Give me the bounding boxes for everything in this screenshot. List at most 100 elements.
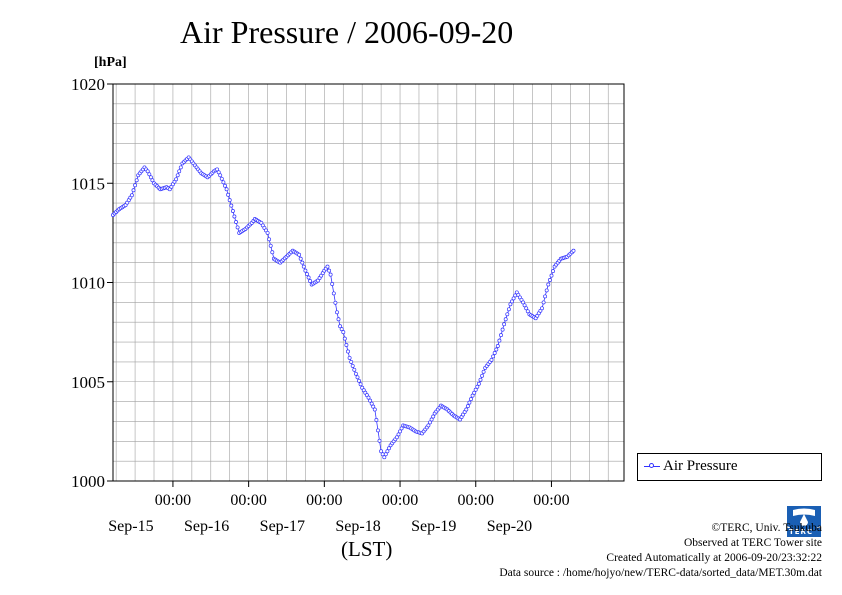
- data-point: [223, 183, 227, 188]
- data-point: [224, 187, 229, 192]
- data-point: [303, 268, 308, 273]
- data-point: [306, 275, 311, 280]
- data-point: [499, 333, 503, 338]
- data-point: [333, 300, 338, 305]
- data-point: [270, 250, 275, 255]
- data-point: [470, 393, 475, 398]
- data-point: [131, 188, 136, 193]
- data-point: [368, 398, 373, 403]
- data-point: [218, 173, 223, 178]
- data-point: [469, 397, 473, 402]
- x-tick-time-label: 00:00: [382, 492, 418, 509]
- x-tick-time-label: 00:00: [306, 492, 342, 509]
- y-tick-label: 1005: [71, 373, 105, 392]
- legend-swatch: [644, 463, 660, 468]
- data-point: [134, 178, 139, 183]
- data-point: [147, 172, 152, 177]
- data-point: [357, 378, 361, 383]
- data-point: [394, 435, 399, 440]
- data-point: [543, 294, 548, 299]
- data-point: [521, 300, 526, 305]
- data-point: [267, 237, 272, 242]
- credits: ©TERC, Univ. Tsukuba Observed at TERC To…: [499, 521, 822, 581]
- x-tick-date-label: Sep-15: [108, 518, 153, 535]
- x-tick-date-label: Sep-17: [260, 518, 305, 535]
- legend-label: Air Pressure: [663, 458, 738, 474]
- data-point: [372, 407, 377, 412]
- data-point: [369, 401, 374, 406]
- credit-copyright: ©TERC, Univ. Tsukuba: [711, 522, 822, 534]
- data-point: [353, 371, 358, 376]
- data-point: [473, 387, 478, 392]
- data-point: [491, 354, 496, 359]
- data-point: [382, 455, 387, 460]
- data-point: [265, 230, 270, 235]
- data-point: [301, 264, 306, 269]
- data-point: [480, 373, 485, 378]
- data-point: [383, 452, 388, 457]
- data-point: [366, 395, 371, 400]
- data-point: [492, 351, 497, 355]
- data-point: [547, 278, 552, 282]
- data-point: [478, 377, 483, 382]
- data-point: [352, 367, 357, 372]
- data-point: [511, 296, 516, 301]
- data-point: [298, 256, 303, 261]
- data-point: [475, 384, 480, 389]
- data-point: [328, 272, 333, 277]
- data-point: [495, 344, 500, 348]
- y-tick-label: 1010: [71, 274, 105, 293]
- data-point: [506, 307, 511, 312]
- data-point: [376, 428, 380, 433]
- data-point: [232, 214, 237, 219]
- data-point: [215, 167, 220, 172]
- credit-created: Created Automatically at 2006-09-20/23:3…: [606, 552, 822, 564]
- y-tick-label: 1000: [71, 472, 105, 491]
- data-point: [327, 268, 332, 273]
- y-tick-label: 1020: [71, 75, 105, 94]
- y-axis-unit: [hPa]: [94, 55, 127, 70]
- data-point: [503, 317, 508, 322]
- data-point: [464, 407, 469, 412]
- data-point: [399, 426, 404, 431]
- data-point: [339, 327, 344, 332]
- data-point: [344, 343, 349, 347]
- x-tick-time-label: 00:00: [155, 492, 191, 509]
- data-point: [379, 449, 384, 454]
- x-tick-time-label: 00:00: [458, 492, 494, 509]
- data-point: [338, 324, 343, 329]
- data-point: [525, 309, 530, 314]
- data-point: [268, 243, 273, 248]
- data-point: [150, 178, 155, 183]
- data-point: [341, 330, 346, 335]
- credit-observed: Observed at TERC Tower site: [683, 537, 822, 549]
- data-point: [522, 303, 527, 308]
- data-point: [227, 198, 232, 203]
- data-point: [429, 417, 434, 422]
- data-point: [396, 432, 401, 437]
- data-point: [235, 225, 240, 230]
- data-point: [428, 420, 432, 425]
- data-point: [350, 363, 355, 368]
- data-point: [346, 349, 350, 354]
- data-point: [387, 446, 391, 451]
- chart-title: Air Pressure / 2006-09-20: [180, 14, 514, 50]
- data-point: [549, 273, 554, 278]
- data-point: [178, 165, 183, 170]
- data-point: [133, 183, 138, 188]
- data-point: [177, 169, 182, 174]
- data-point: [502, 322, 507, 327]
- data-point: [129, 193, 134, 198]
- data-point: [467, 400, 472, 405]
- data-point: [546, 282, 551, 287]
- data-point: [472, 390, 477, 395]
- data-point: [489, 357, 494, 362]
- data-point: [508, 302, 513, 307]
- x-tick-date-label: Sep-16: [184, 518, 229, 535]
- data-point: [541, 300, 546, 305]
- x-tick-date-label: Sep-20: [487, 518, 532, 535]
- y-tick-label: 1015: [71, 174, 105, 193]
- data-point: [524, 306, 529, 311]
- x-tick-date-label: Sep-18: [335, 518, 380, 535]
